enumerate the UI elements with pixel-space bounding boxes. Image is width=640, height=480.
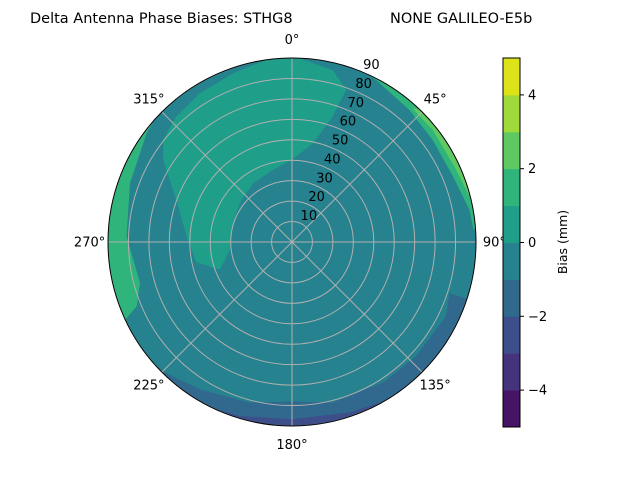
radial-tick-label: 60	[340, 115, 357, 130]
colorbar-band	[503, 94, 520, 133]
colorbar-tick-label: 2	[528, 162, 536, 177]
colorbar-label: Bias (mm)	[555, 210, 570, 274]
colorbar-band	[503, 168, 520, 207]
angular-gridline-45	[291, 111, 423, 243]
angular-gridline-135	[291, 241, 423, 373]
colorbar-band	[503, 279, 520, 317]
angular-tick-label: 315°	[133, 92, 164, 107]
chart-subtitle: NONE GALILEO-E5b	[390, 11, 532, 27]
radial-tick-label: 20	[308, 190, 325, 205]
colorbar-band	[503, 58, 520, 96]
angular-gridline-315	[161, 111, 293, 243]
angular-tick-label: 180°	[276, 438, 307, 453]
angular-tick-label: 45°	[424, 92, 447, 107]
angular-tick-label: 0°	[285, 33, 300, 48]
angular-tick-label: 90°	[483, 236, 506, 251]
radial-tick-label: 40	[324, 152, 341, 167]
contour-region-6	[412, 108, 476, 201]
colorbar-band	[503, 316, 520, 354]
radial-tick-label: 10	[301, 209, 318, 224]
contour-region-4	[108, 118, 156, 320]
radial-tick-label: 80	[355, 77, 372, 92]
radial-tick-label: 50	[332, 134, 349, 149]
colorbar-band	[503, 242, 520, 280]
plot-frame	[107, 57, 477, 427]
radial-tick-label: 90	[363, 58, 380, 73]
radial-tick-label: 30	[316, 171, 333, 186]
colorbar-tick-label: −4	[528, 384, 547, 399]
radial-tick-label: 70	[347, 96, 364, 111]
colorbar-band	[503, 353, 520, 391]
colorbar-tick-label: 4	[528, 88, 536, 103]
angular-tick-label: 225°	[133, 379, 164, 394]
angular-tick-label: 270°	[74, 236, 105, 251]
chart-title: Delta Antenna Phase Biases: STHG8	[30, 11, 293, 27]
colorbar-band	[503, 390, 520, 428]
colorbar-band	[503, 205, 520, 243]
plot-area	[108, 58, 476, 426]
colorbar-tick-label: 0	[528, 236, 536, 251]
contour-region-1	[136, 181, 475, 426]
angular-gridline-225	[161, 241, 293, 373]
angular-tick-label: 135°	[419, 379, 450, 394]
colorbar-band	[503, 131, 520, 170]
colorbar-tick-label: −2	[528, 310, 547, 325]
